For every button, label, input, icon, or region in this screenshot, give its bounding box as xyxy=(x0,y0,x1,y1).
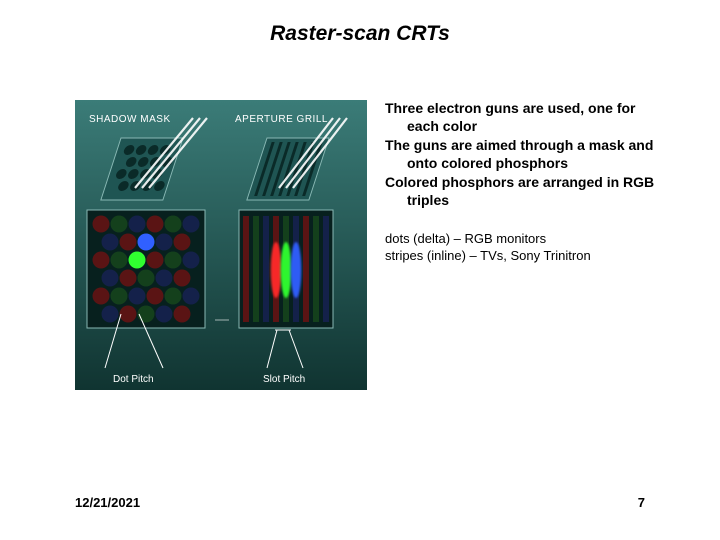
content-row: SHADOW MASK APERTURE GRILL Dot Pitch Slot P… xyxy=(75,100,655,390)
bullet-item: Colored phosphors are arranged in RGB tr… xyxy=(385,174,655,209)
slide: Raster-scan CRTs SHADOW MASK APERTURE GRI… xyxy=(0,0,720,540)
footer-date: 12/21/2021 xyxy=(75,495,140,510)
slide-title: Raster-scan CRTs xyxy=(0,22,720,46)
svg-text:Slot Pitch: Slot Pitch xyxy=(263,374,305,385)
crt-diagram: SHADOW MASK APERTURE GRILL Dot Pitch Slot P… xyxy=(75,100,367,390)
subtext-item: stripes (inline) – TVs, Sony Trinitron xyxy=(385,248,655,265)
footer-page: 7 xyxy=(638,495,645,510)
bullet-list: Three electron guns are used, one for ea… xyxy=(385,100,655,209)
svg-text:Dot Pitch: Dot Pitch xyxy=(113,374,154,385)
crt-diagram-svg: SHADOW MASK APERTURE GRILL Dot Pitch Slot P… xyxy=(75,100,367,390)
bullet-item: Three electron guns are used, one for ea… xyxy=(385,100,655,135)
bullet-item: The guns are aimed through a mask and on… xyxy=(385,137,655,172)
svg-text:APERTURE GRILL: APERTURE GRILL xyxy=(235,114,328,125)
subtext-list: dots (delta) – RGB monitorsstripes (inli… xyxy=(385,231,655,265)
subtext-item: dots (delta) – RGB monitors xyxy=(385,231,655,248)
svg-text:SHADOW MASK: SHADOW MASK xyxy=(89,114,171,125)
text-column: Three electron guns are used, one for ea… xyxy=(385,100,655,390)
